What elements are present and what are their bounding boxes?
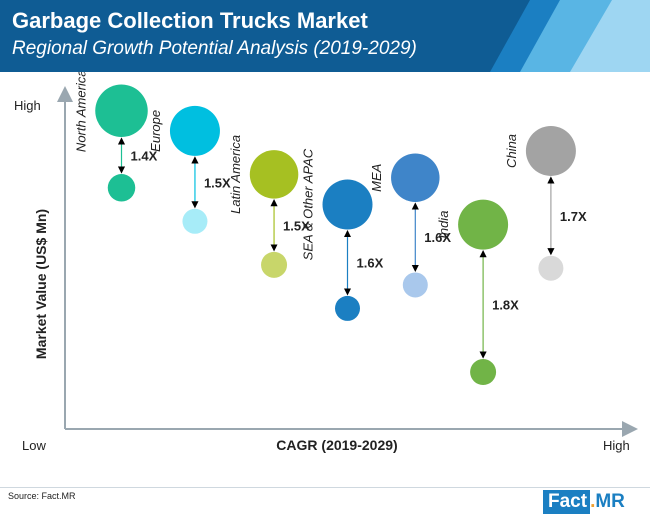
region-group-europe: 1.5X Europe (148, 105, 231, 234)
region-label-india: India (436, 211, 451, 239)
bubble-chart: High Low High CAGR (2019-2029) Market Va… (14, 72, 638, 453)
y-axis-high-label: High (14, 98, 41, 113)
bubble-2029-north-america (95, 84, 148, 137)
region-group-latin-america: 1.5X Latin America (228, 135, 310, 278)
bubble-2029-europe (169, 105, 220, 156)
bubble-2019-india (470, 359, 497, 386)
logo-dot: . (590, 491, 596, 512)
region-group-mea: 1.6X MEA (369, 153, 451, 298)
region-group-north-america: 1.4X North America (73, 72, 158, 202)
bubble-2029-mea (391, 153, 440, 202)
bubble-2019-latin-america (261, 251, 288, 278)
chart-title: Garbage Collection Trucks Market (12, 8, 368, 33)
region-label-europe: Europe (148, 110, 163, 152)
bubble-2029-sea-other-apac (322, 179, 373, 230)
x-axis-high-label: High (603, 438, 630, 453)
factmr-logo: Fact .MR (543, 490, 643, 514)
multiplier-label-sea-other-apac: 1.6X (357, 256, 384, 271)
bubble-2029-china (525, 125, 576, 176)
bubble-2019-europe (182, 208, 208, 234)
logo-fact: Fact (543, 490, 591, 514)
x-axis-low-label: Low (22, 438, 46, 453)
multiplier-label-europe: 1.5X (204, 175, 231, 190)
bubble-2019-mea (402, 272, 428, 298)
multiplier-label-china: 1.7X (560, 209, 587, 224)
footer-divider (0, 487, 650, 488)
header-background (0, 0, 650, 72)
multiplier-label-india: 1.8X (492, 297, 519, 312)
bubble-2019-sea-other-apac (335, 295, 360, 321)
bubble-2019-north-america (107, 174, 136, 202)
bubble-2029-india (458, 199, 509, 250)
x-axis-title: CAGR (2019-2029) (276, 437, 397, 453)
logo-mr: MR (595, 491, 625, 512)
multiplier-label-mea: 1.6X (424, 230, 451, 245)
region-label-north-america: North America (73, 72, 88, 152)
region-label-mea: MEA (369, 164, 384, 192)
y-axis-title: Market Value (US$ Mn) (33, 209, 49, 359)
bubble-2019-china (538, 255, 564, 281)
header-stripe-dark (0, 0, 530, 72)
multiplier-label-north-america: 1.4X (131, 149, 158, 164)
region-label-latin-america: Latin America (228, 135, 243, 214)
multiplier-label-latin-america: 1.5X (283, 218, 310, 233)
region-group-sea-other-apac: 1.6X SEA & Other APAC (301, 148, 384, 321)
region-group-india: 1.8X India (436, 199, 519, 386)
header-banner: Garbage Collection Trucks Market Regiona… (0, 0, 650, 72)
source-note: Source: Fact.MR (8, 491, 76, 501)
bubble-2029-latin-america (249, 150, 299, 199)
region-group-china: 1.7X China (504, 125, 587, 281)
region-label-china: China (504, 134, 519, 168)
chart-subtitle: Regional Growth Potential Analysis (2019… (12, 38, 417, 59)
region-label-sea-other-apac: SEA & Other APAC (301, 148, 316, 260)
